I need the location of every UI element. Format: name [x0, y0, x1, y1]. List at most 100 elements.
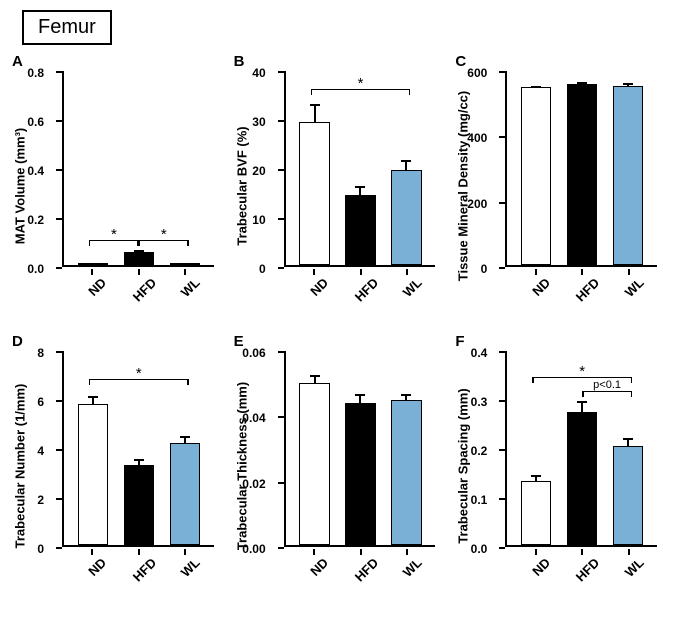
error-bar [138, 459, 140, 466]
y-tick-label: 40 [252, 66, 265, 80]
y-axis-label: Trabecular Number (1/mm) [13, 384, 28, 549]
y-tick-label: 0.2 [471, 444, 488, 458]
bar-slot [116, 351, 162, 545]
bar-WL [170, 443, 200, 545]
x-label: WL [161, 551, 208, 601]
x-tick [360, 269, 362, 275]
y-tick-label: 2 [37, 493, 44, 507]
y-tick: 0 [278, 267, 284, 269]
y-tick-label: 30 [252, 115, 265, 129]
bar-slot [70, 71, 116, 265]
y-tick: 0.06 [278, 351, 284, 353]
y-tick-label: 0 [481, 262, 488, 276]
x-label-text: WL [400, 275, 425, 300]
panel-F: FTrabecular Spacing (mm)*p<0.10.00.10.20… [453, 331, 669, 601]
y-tick: 20 [278, 169, 284, 171]
bar-HFD [567, 84, 597, 265]
error-bar [581, 401, 583, 413]
figure-title: Femur [22, 10, 112, 45]
x-label: WL [604, 271, 651, 321]
x-tick [138, 269, 140, 275]
error-bar [627, 83, 629, 87]
x-tick [628, 269, 630, 275]
bar-WL [391, 400, 421, 546]
chart-area [505, 71, 657, 267]
y-tick: 2 [56, 498, 62, 500]
x-label-text: WL [622, 275, 647, 300]
y-axis-label: MAT Volume (mm³) [13, 128, 28, 245]
y-tick: 200 [499, 202, 505, 204]
bar-slot [605, 351, 651, 545]
x-labels: ND HFD WL [62, 551, 214, 601]
y-tick: 10 [278, 218, 284, 220]
bars [64, 351, 214, 545]
x-tick [91, 269, 93, 275]
y-tick-label: 0.3 [471, 395, 488, 409]
y-axis-label: Tissue Mineral Density (mg/cc) [456, 91, 471, 282]
x-tick [184, 269, 186, 275]
bar-WL [613, 446, 643, 545]
y-tick-label: 0.1 [471, 493, 488, 507]
x-tick [313, 549, 315, 555]
y-tick-label: 0.00 [242, 542, 265, 556]
error-bar [138, 250, 140, 253]
y-tick: 0.04 [278, 416, 284, 418]
error-bar [314, 104, 316, 123]
x-label-text: WL [178, 275, 203, 300]
bar-ND [299, 122, 329, 265]
panel-A: AMAT Volume (mm³)**0.00.20.40.60.8NDHFDW… [10, 51, 226, 321]
y-tick: 8 [56, 351, 62, 353]
y-tick: 0.0 [499, 547, 505, 549]
y-tick-label: 6 [37, 395, 44, 409]
bar-HFD [124, 252, 154, 265]
y-tick: 0.02 [278, 482, 284, 484]
bar-ND [78, 263, 108, 265]
x-label-text: WL [178, 555, 203, 580]
x-tick [628, 549, 630, 555]
y-tick-label: 0.6 [27, 115, 44, 129]
x-label-text: ND [529, 555, 553, 579]
bar-slot [292, 71, 338, 265]
bar-HFD [124, 465, 154, 545]
error-bar [314, 375, 316, 385]
y-tick: 0 [56, 547, 62, 549]
x-label: HFD [115, 551, 162, 601]
y-axis-label: Trabecular Spacing (mm) [456, 388, 471, 543]
error-bar [405, 394, 407, 400]
x-tick [406, 549, 408, 555]
x-tick [535, 269, 537, 275]
y-tick-label: 0.4 [27, 164, 44, 178]
y-tick-label: 4 [37, 444, 44, 458]
x-labels: NDHFDWL [284, 551, 436, 601]
bar-slot [292, 351, 338, 545]
y-tick: 400 [499, 136, 505, 138]
x-labels: NDHFDWL [505, 551, 657, 601]
x-label: ND [68, 551, 115, 601]
bar-slot [559, 71, 605, 265]
x-label-text: HFD [351, 555, 380, 584]
bar-slot [513, 71, 559, 265]
y-tick-label: 0.0 [27, 262, 44, 276]
y-tick-label: 0.04 [242, 411, 265, 425]
panel-letter: B [234, 53, 245, 70]
bar-ND [521, 481, 551, 545]
panel-E: ETrabecular Thickness (mm)0.000.020.040.… [232, 331, 448, 601]
x-label-text: HFD [573, 275, 602, 304]
panel-D: DTrabecular Number (1/mm)*02468NDHFDWL [10, 331, 226, 601]
x-label: WL [604, 551, 651, 601]
panel-letter: A [12, 53, 23, 70]
panel-B: BTrabecular BVF (%)*010203040NDHFDWL [232, 51, 448, 321]
x-label-text: WL [622, 555, 647, 580]
y-tick-label: 10 [252, 213, 265, 227]
y-tick-label: 400 [467, 131, 487, 145]
y-tick: 0.3 [499, 400, 505, 402]
x-label: WL [383, 551, 430, 601]
chart-area: * [284, 71, 436, 267]
x-label: HFD [336, 271, 383, 321]
x-label-text: HFD [130, 555, 159, 584]
y-tick: 0 [499, 267, 505, 269]
y-tick-label: 0 [37, 542, 44, 556]
x-label: ND [511, 271, 558, 321]
x-tick [313, 269, 315, 275]
bar-slot [605, 71, 651, 265]
